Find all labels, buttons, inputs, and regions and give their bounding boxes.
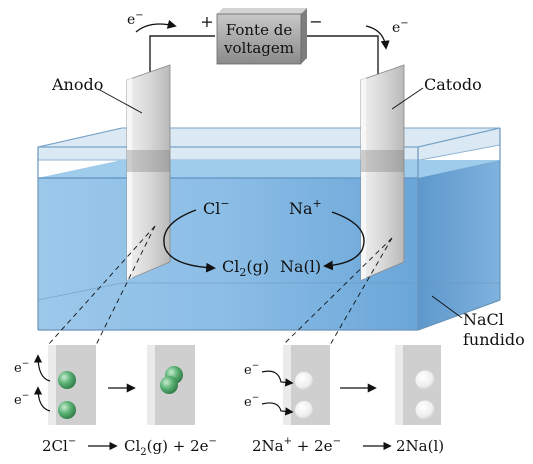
melt-leader	[431, 295, 463, 319]
cathode-detail-after	[395, 345, 441, 425]
chloride-sphere	[58, 371, 76, 389]
power-source-label-2: voltagem	[223, 39, 294, 57]
cathode-label: Catodo	[424, 75, 482, 94]
sodium-atom-sphere	[415, 370, 435, 390]
electron-label: e−	[392, 18, 409, 36]
electron-arrow	[33, 386, 51, 412]
tank	[37, 127, 501, 331]
anode-plate	[126, 64, 171, 281]
anode-equation: 2Cl− Cl2(g) + 2e−	[42, 436, 217, 458]
anode-edge	[127, 78, 132, 280]
cathode-surface-band	[361, 150, 404, 172]
anode-equation-rhs: Cl2(g) + 2e−	[124, 436, 217, 458]
electron-arrow	[365, 25, 390, 50]
electron-arrow	[135, 19, 177, 33]
cathode	[360, 64, 405, 281]
chloride-sphere	[58, 401, 76, 419]
wire-left	[149, 35, 215, 72]
anode-detail-after	[147, 345, 195, 425]
sodium-ion-label: Na+	[289, 197, 322, 218]
electron-label: e−	[127, 10, 144, 28]
chlorine-sphere	[160, 376, 178, 394]
anode-surface-band	[127, 150, 170, 172]
electron-label: e−	[244, 393, 259, 410]
electron-arrow	[33, 354, 51, 382]
cathode-equation-rhs: 2Na(l)	[396, 437, 444, 455]
cathode-equation: 2Na+ + 2e− 2Na(l)	[252, 436, 444, 455]
liquid-side	[418, 160, 500, 330]
anode-equation-lhs: 2Cl−	[42, 436, 76, 455]
anode-detail-electrons: e− e−	[14, 354, 51, 412]
cathode-detail-electrons: e− e−	[244, 361, 294, 416]
cathode-reaction-arrow	[323, 211, 365, 271]
zoom-lines	[47, 225, 393, 346]
electron-flow-left: e−	[127, 10, 177, 33]
power-source-side	[301, 8, 307, 64]
tank-back-bottom	[37, 282, 123, 301]
wire-right	[305, 35, 379, 78]
detail-plate-edge	[395, 345, 403, 425]
electron-label: e−	[14, 391, 29, 408]
circuit-wires	[149, 35, 379, 78]
detail-plate-edge	[48, 345, 56, 425]
tank-edge	[417, 299, 501, 331]
chlorine-product-label: Cl2(g)	[222, 257, 269, 279]
power-source-label-1: Fonte de	[226, 21, 293, 39]
melt-label-2: fundido	[463, 330, 525, 349]
plus-terminal: +	[200, 12, 213, 31]
power-source-top	[217, 8, 307, 14]
cathode-leader	[391, 87, 424, 110]
cathode-detail-before	[283, 345, 330, 425]
detail-plate-edge	[147, 345, 155, 425]
anode-label: Anodo	[51, 75, 103, 94]
electron-label: e−	[14, 359, 29, 376]
sodium-ion-sphere	[295, 372, 313, 390]
power-source-box	[216, 13, 302, 65]
detail-plate-edge	[283, 345, 291, 425]
anode-detail-before	[48, 345, 96, 425]
power-source: Fonte de voltagem + −	[200, 8, 323, 65]
chloride-ion-label: Cl−	[203, 197, 230, 218]
anode-reaction-arrow	[163, 209, 216, 273]
anode-leader	[97, 88, 143, 114]
sodium-atom-sphere	[415, 400, 435, 420]
minus-terminal: −	[309, 12, 322, 31]
sodium-product-label: Na(l)	[280, 257, 321, 276]
cathode-equation-lhs: 2Na+ + 2e−	[252, 436, 341, 455]
tank-edge	[37, 127, 123, 148]
melt-label-1: NaCl	[463, 310, 504, 329]
anode	[126, 64, 171, 281]
electron-arrow	[261, 402, 294, 416]
sodium-ion-sphere	[295, 401, 313, 419]
electron-flow-right: e−	[365, 18, 409, 50]
electron-label: e−	[244, 361, 259, 378]
cathode-edge	[361, 78, 366, 280]
electron-arrow	[261, 370, 294, 387]
